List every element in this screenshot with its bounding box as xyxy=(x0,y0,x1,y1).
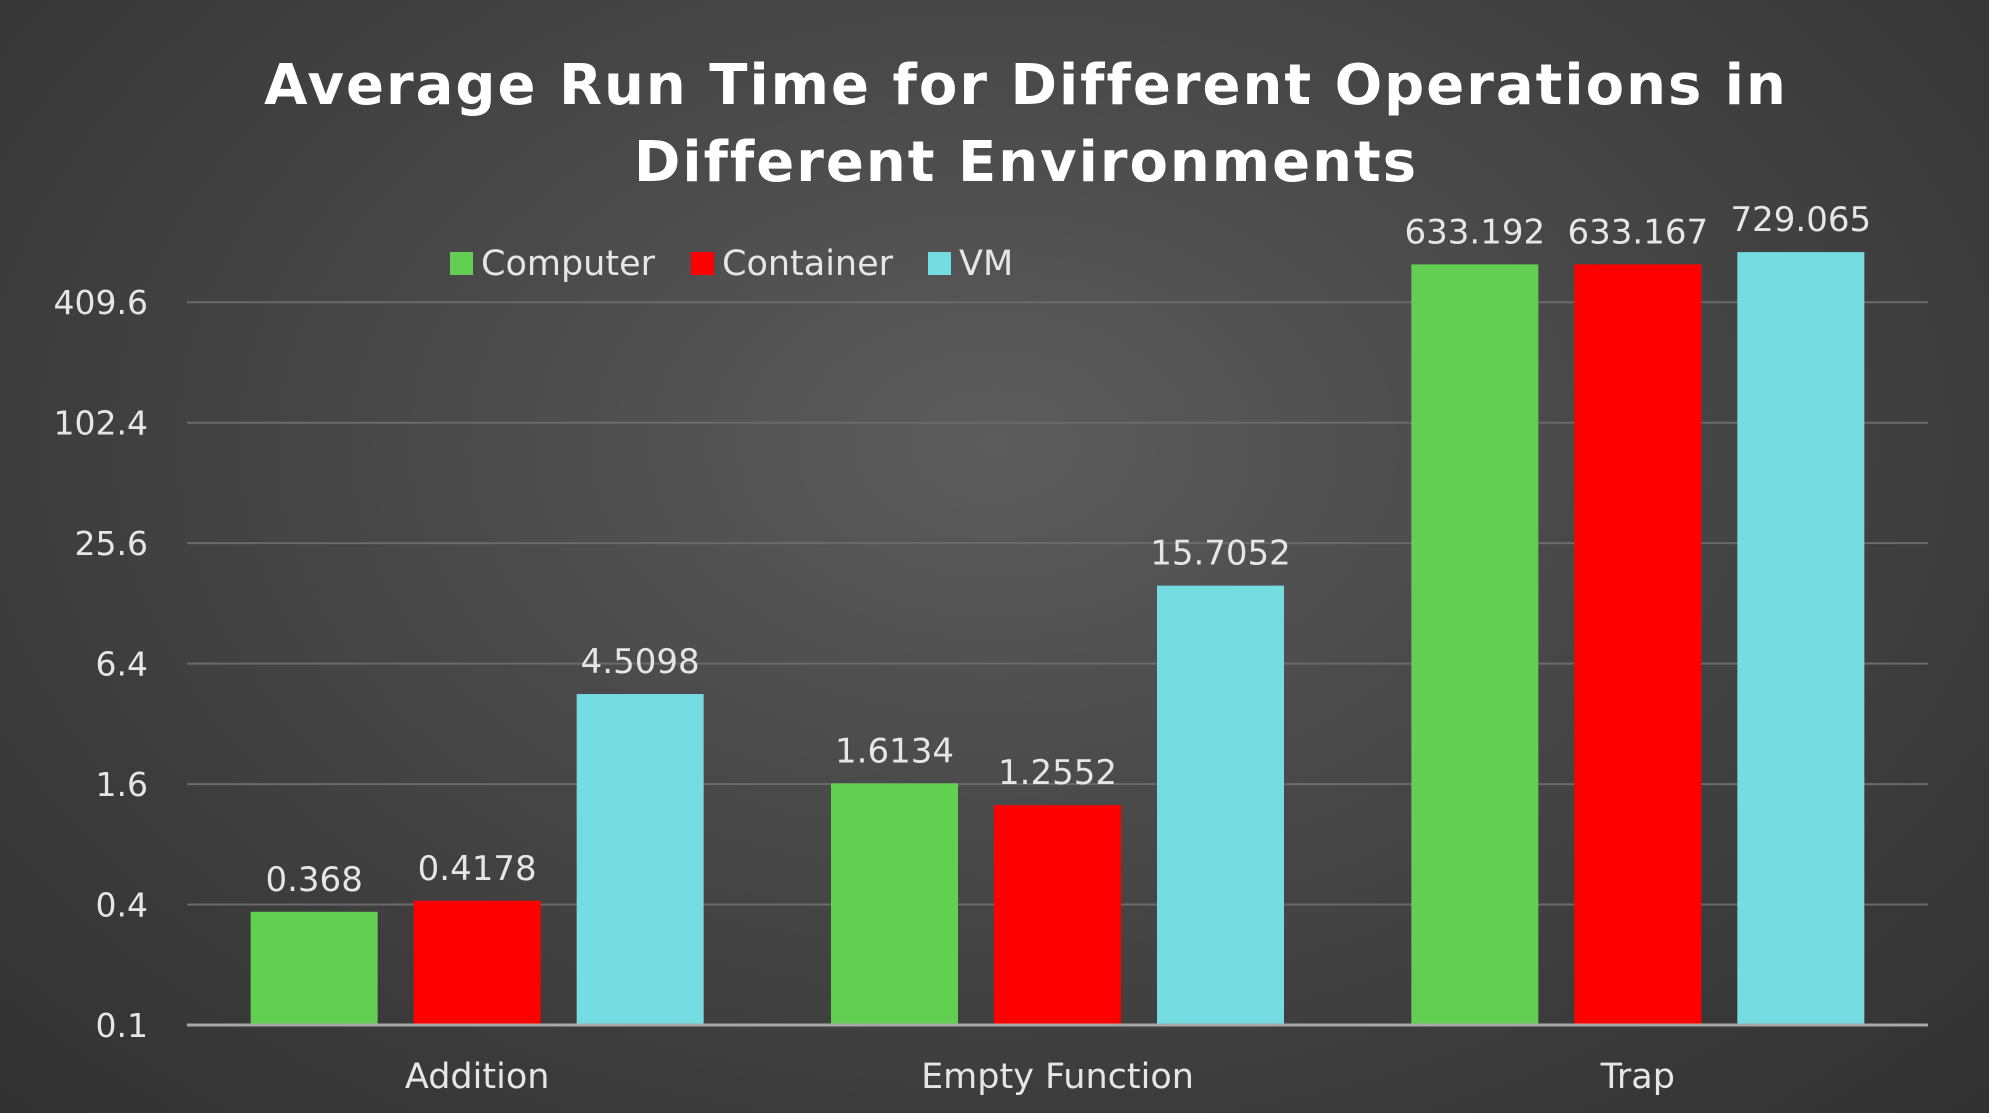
bar-computer-empty-function xyxy=(831,783,958,1025)
data-labels: 0.368 0.4178 4.5098 1.6134 1.2552 15.7052 633.… xyxy=(265,200,1871,900)
y-axis-tick-labels: 0.1 0.4 1.6 6.4 25.6 102.4 409.6 xyxy=(54,283,148,1045)
y-tick-label: 0.1 xyxy=(96,1006,148,1045)
chart-title-line-1: Average Run Time for Different Operation… xyxy=(264,53,1788,118)
bar-computer-trap xyxy=(1411,264,1539,1025)
bar-vm-addition xyxy=(576,694,704,1025)
legend-label-vm: VM xyxy=(959,244,1013,284)
data-label: 0.4178 xyxy=(418,849,537,889)
bar-container-addition xyxy=(413,900,541,1025)
bar-container-empty-function xyxy=(994,805,1121,1025)
chart-title-line-2: Different Environments xyxy=(634,130,1418,195)
data-label: 4.5098 xyxy=(581,642,700,682)
y-tick-label: 409.6 xyxy=(54,283,148,322)
legend-swatch-computer xyxy=(450,252,473,275)
data-label: 0.368 xyxy=(265,860,362,900)
y-tick-label: 0.4 xyxy=(96,886,148,925)
data-label: 1.2552 xyxy=(998,753,1117,793)
bar-vm-trap xyxy=(1737,252,1865,1025)
legend: Computer Container VM xyxy=(450,244,1013,284)
legend-label-container: Container xyxy=(722,244,894,284)
data-label: 15.7052 xyxy=(1150,534,1291,574)
data-label: 633.192 xyxy=(1405,212,1546,252)
category-label: Empty Function xyxy=(921,1057,1194,1097)
bar-vm-empty-function xyxy=(1157,585,1284,1025)
chart-title: Average Run Time for Different Operation… xyxy=(264,53,1788,195)
data-label: 1.6134 xyxy=(835,731,954,771)
y-tick-label: 1.6 xyxy=(96,765,148,804)
data-label: 729.065 xyxy=(1731,200,1872,240)
category-labels: Addition Empty Function Trap xyxy=(405,1057,1675,1097)
data-label: 633.167 xyxy=(1568,212,1709,252)
legend-label-computer: Computer xyxy=(481,244,656,284)
y-tick-label: 6.4 xyxy=(96,645,148,684)
legend-swatch-container xyxy=(691,252,714,275)
bar-container-trap xyxy=(1574,264,1702,1025)
y-tick-label: 25.6 xyxy=(75,524,148,563)
bars xyxy=(250,252,1865,1025)
category-label: Trap xyxy=(1600,1057,1675,1097)
category-label: Addition xyxy=(405,1057,550,1097)
bar-computer-addition xyxy=(250,911,378,1025)
legend-swatch-vm xyxy=(928,252,951,275)
y-tick-label: 102.4 xyxy=(54,404,148,443)
